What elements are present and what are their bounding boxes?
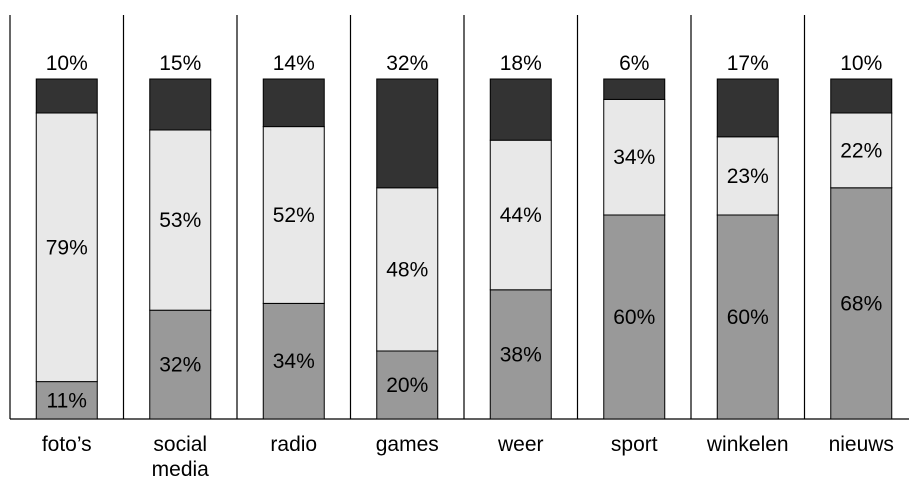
data-label: 17% xyxy=(727,52,769,75)
bar-segment xyxy=(603,78,666,100)
data-label: 15% xyxy=(159,52,201,75)
bar-segment xyxy=(149,309,212,420)
data-label: 38% xyxy=(500,343,542,366)
data-label: 32% xyxy=(386,52,428,75)
data-label: 6% xyxy=(619,52,649,75)
bar-segment xyxy=(830,187,893,420)
data-label: 79% xyxy=(46,236,88,259)
data-label: 60% xyxy=(613,306,655,329)
labels-layer: 11% 79% 10% foto’s 32% 53% 15% social media 34% 52… xyxy=(42,52,894,480)
data-label: 52% xyxy=(273,204,315,227)
bar-segment xyxy=(262,126,325,304)
data-label: 44% xyxy=(500,204,542,227)
bar-segment xyxy=(830,78,893,114)
bar-segment xyxy=(603,98,666,216)
bar-segment xyxy=(35,112,98,383)
data-label: 68% xyxy=(840,292,882,315)
data-label: 20% xyxy=(386,374,428,397)
bar-segment xyxy=(716,214,779,420)
data-label: 23% xyxy=(727,165,769,188)
data-label: 32% xyxy=(159,354,201,377)
data-label: 18% xyxy=(500,52,542,75)
bar-segment xyxy=(489,289,552,420)
data-label: 14% xyxy=(273,52,315,75)
bar-segment xyxy=(376,78,439,189)
category-label: radio xyxy=(270,433,317,456)
bar-segment xyxy=(603,214,666,420)
category-label: sport xyxy=(611,433,658,456)
data-label: 11% xyxy=(47,389,87,412)
bar-segment xyxy=(489,139,552,291)
data-label: 60% xyxy=(727,306,769,329)
category-label: foto’s xyxy=(42,433,92,456)
bar-segment xyxy=(489,78,552,141)
bar-segment xyxy=(376,350,439,420)
category-label: winkelen xyxy=(706,433,789,456)
data-label: 48% xyxy=(386,258,428,281)
data-label: 53% xyxy=(159,209,201,232)
bar-segment xyxy=(830,112,893,189)
bars-layer xyxy=(35,78,893,420)
bar-segment xyxy=(149,129,212,311)
category-label: games xyxy=(376,433,439,456)
bar-segment xyxy=(716,136,779,216)
data-label: 34% xyxy=(273,350,315,373)
bar-segment xyxy=(262,78,325,128)
category-label: weer xyxy=(497,433,544,456)
data-label: 10% xyxy=(840,52,882,75)
bar-segment xyxy=(35,78,98,114)
category-label: social media xyxy=(152,433,210,480)
bar-segment xyxy=(716,78,779,138)
bar-segment xyxy=(35,381,98,420)
data-label: 10% xyxy=(46,52,88,75)
data-label: 22% xyxy=(840,139,882,162)
category-label: nieuws xyxy=(829,433,894,456)
data-label: 34% xyxy=(613,146,655,169)
bar-segment xyxy=(149,78,212,131)
